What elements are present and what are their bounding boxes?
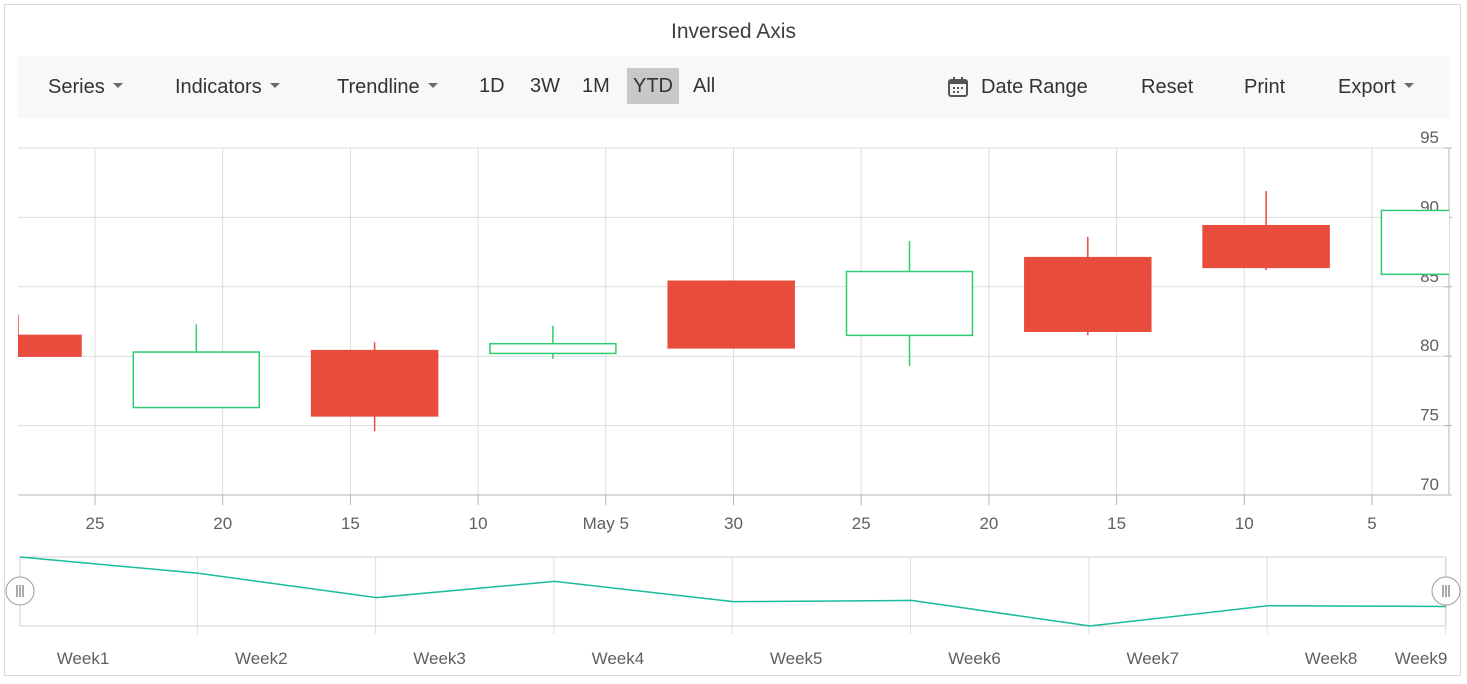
reset-button[interactable]: Reset	[1141, 76, 1194, 98]
chart-title: Inversed Axis	[671, 20, 796, 43]
export-label: Export	[1338, 76, 1396, 98]
caret-down-icon	[269, 83, 280, 89]
export-dropdown[interactable]: Export	[1338, 56, 1414, 118]
trendline-dropdown[interactable]: Trendline	[337, 56, 438, 118]
caret-down-icon	[112, 83, 123, 89]
period-button-1d[interactable]: 1D	[479, 75, 505, 97]
caret-down-icon	[1403, 83, 1414, 89]
period-selector-toolbar: Series Indicators Trendline 1D 3W 1M YTD…	[18, 56, 1449, 118]
trendline-label: Trendline	[337, 76, 420, 98]
period-button-3w[interactable]: 3W	[530, 75, 560, 97]
date-range-button[interactable]: Date Range	[981, 76, 1088, 98]
period-button-ytd[interactable]: YTD	[627, 68, 679, 104]
series-dropdown[interactable]: Series	[48, 56, 123, 118]
period-button-all[interactable]: All	[693, 75, 716, 97]
indicators-label: Indicators	[175, 76, 262, 98]
calendar-icon[interactable]	[947, 76, 969, 98]
period-button-1m[interactable]: 1M	[582, 75, 610, 97]
series-label: Series	[48, 76, 105, 98]
indicators-dropdown[interactable]: Indicators	[175, 56, 280, 118]
print-button[interactable]: Print	[1244, 76, 1286, 98]
caret-down-icon	[427, 83, 438, 89]
